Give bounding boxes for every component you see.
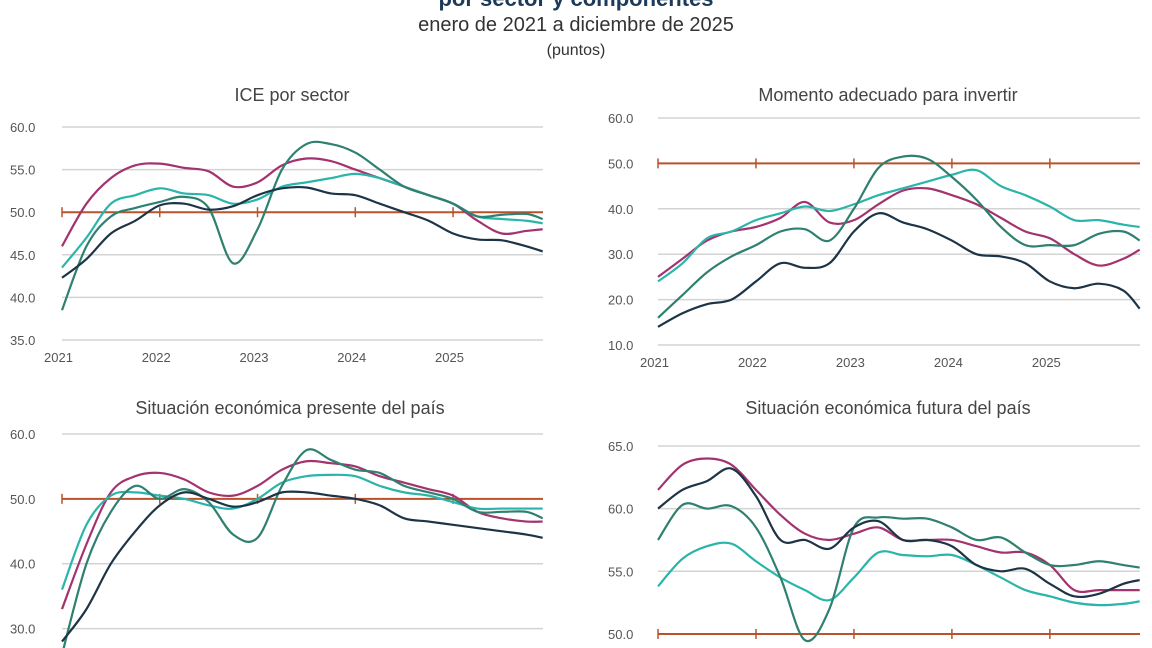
x-tick-label: 2021 <box>44 350 73 365</box>
chart-panel-1: ICE por sector 60.0 55.0 50.0 45.0 40.0 35.0 20… <box>10 85 544 365</box>
x-tick-label: 2025 <box>1032 355 1061 370</box>
x-tick-label: 2022 <box>738 355 767 370</box>
y-tick-label: 40.0 <box>608 202 633 217</box>
panel-title: ICE por sector <box>234 85 349 105</box>
y-tick-label: 40.0 <box>10 290 35 305</box>
chart-title-partial: por sector y componentes <box>0 0 1152 12</box>
series-line-4 <box>657 212 1141 328</box>
y-tick-label: 60.0 <box>608 111 633 126</box>
series-line-2 <box>657 541 1140 607</box>
y-tick-label: 60.0 <box>10 120 35 135</box>
series-line-1 <box>657 186 1141 278</box>
series-line-3 <box>62 448 544 648</box>
y-tick-label: 40.0 <box>10 557 35 572</box>
chart-panel-3: Situación económica presente del país 60.… <box>10 398 544 648</box>
y-tick-label: 20.0 <box>608 293 633 308</box>
chart-unit: (puntos) <box>546 42 606 59</box>
x-tick-label: 2023 <box>240 350 269 365</box>
y-tick-label: 60.0 <box>608 502 633 517</box>
y-tick-label: 60.0 <box>10 427 35 442</box>
series-line-4 <box>61 185 544 279</box>
series-line-2 <box>657 168 1140 283</box>
y-tick-label: 35.0 <box>10 333 35 348</box>
series-line-1 <box>60 459 543 610</box>
y-tick-label: 50.0 <box>608 627 633 642</box>
series-line-3 <box>60 140 544 311</box>
y-tick-label: 45.0 <box>10 248 35 263</box>
chart-panel-4: Situación económica futura del país 65.0 6… <box>608 398 1140 643</box>
panel-title: Momento adecuado para invertir <box>758 85 1017 105</box>
y-tick-label: 50.0 <box>10 205 35 220</box>
y-tick-label: 30.0 <box>10 622 35 637</box>
chart-subtitle: enero de 2021 a diciembre de 2025 <box>418 14 734 36</box>
panel-title: Situación económica futura del país <box>745 398 1030 418</box>
y-tick-label: 50.0 <box>608 156 633 171</box>
chart-panel-2: Momento adecuado para invertir 60.0 50.0 40… <box>608 85 1141 370</box>
series-line-2 <box>60 473 543 591</box>
panel-title: Situación económica presente del país <box>135 398 444 418</box>
y-tick-label: 55.0 <box>608 564 633 579</box>
series-line-1 <box>61 157 543 247</box>
y-tick-label: 55.0 <box>10 163 35 178</box>
x-tick-label: 2021 <box>640 355 669 370</box>
x-tick-label: 2024 <box>934 355 963 370</box>
x-tick-label: 2024 <box>337 350 366 365</box>
y-tick-label: 10.0 <box>608 338 633 353</box>
x-tick-label: 2023 <box>836 355 865 370</box>
series-line-3 <box>657 502 1140 643</box>
series-line-4 <box>61 490 543 643</box>
series-line-4 <box>657 467 1140 599</box>
y-tick-label: 50.0 <box>10 492 35 507</box>
y-tick-label: 65.0 <box>608 439 633 454</box>
y-tick-label: 30.0 <box>608 247 633 262</box>
series-line-3 <box>657 154 1141 319</box>
x-tick-label: 2025 <box>435 350 464 365</box>
x-tick-label: 2022 <box>142 350 171 365</box>
